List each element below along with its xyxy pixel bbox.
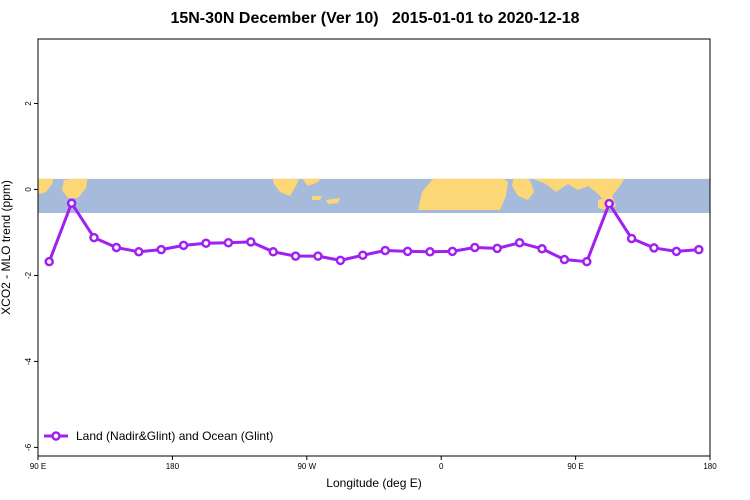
y-axis-title: XCO2 - MLO trend (ppm) — [0, 180, 13, 315]
map-land-arabia — [512, 178, 534, 200]
map-land-india-asia — [532, 178, 625, 200]
map-land-arabia-india — [38, 178, 88, 198]
x-tick-label: 0 — [439, 462, 444, 471]
y-tick-label: -2 — [24, 271, 33, 279]
x-axis-title: Longitude (deg E) — [326, 476, 421, 490]
data-point — [223, 238, 234, 248]
data-point — [626, 233, 637, 244]
y-axis: 2 0 -2 -4 -6 — [24, 101, 38, 451]
map-land-mexico — [272, 178, 321, 196]
data-point — [44, 256, 54, 267]
legend-marker-swatch — [51, 431, 61, 441]
x-tick-label: 180 — [703, 462, 717, 471]
x-tick-label: 90 E — [30, 462, 46, 471]
data-point — [201, 238, 211, 248]
x-tick-label: 90 W — [297, 462, 316, 471]
x-tick-label: 90 E — [567, 462, 583, 471]
data-point — [111, 242, 122, 253]
y-tick-label: 0 — [24, 187, 33, 192]
data-point — [514, 238, 525, 248]
data-point — [537, 244, 547, 254]
map-land-sahara — [418, 178, 508, 210]
y-tick-label: 2 — [24, 101, 33, 106]
data-point — [358, 250, 368, 260]
y-tick-label: -6 — [24, 443, 33, 451]
data-point — [246, 237, 256, 247]
data-point — [492, 243, 502, 254]
x-axis: 90 E 180 90 W 0 90 E 180 — [30, 456, 717, 471]
data-point — [380, 245, 390, 256]
data-point — [604, 198, 614, 209]
legend-label: Land (Nadir&Glint) and Ocean (Glint) — [76, 429, 273, 443]
data-point — [268, 247, 278, 257]
data-point — [290, 251, 301, 261]
legend: Land (Nadir&Glint) and Ocean (Glint) — [44, 429, 273, 443]
series-layer — [44, 198, 704, 267]
data-point — [156, 244, 166, 255]
data-point — [425, 247, 435, 257]
data-point — [559, 254, 570, 265]
x-tick-label: 180 — [166, 462, 180, 471]
data-point — [671, 246, 682, 257]
data-point — [178, 240, 189, 251]
data-point — [582, 256, 592, 267]
plot-frame — [37, 38, 711, 457]
data-point — [89, 232, 99, 243]
data-point — [402, 246, 413, 257]
y-tick-label: -4 — [24, 357, 33, 365]
data-point — [66, 198, 77, 208]
data-point — [470, 242, 480, 253]
map-land-caribbean — [312, 196, 340, 204]
data-point — [694, 244, 704, 255]
data-point — [313, 251, 323, 261]
data-point — [649, 243, 659, 253]
data-point — [134, 247, 144, 257]
chart-title: 15N-30N December (Ver 10) 2015-01-01 to … — [170, 10, 580, 27]
data-point — [447, 246, 458, 257]
data-point — [335, 255, 346, 266]
